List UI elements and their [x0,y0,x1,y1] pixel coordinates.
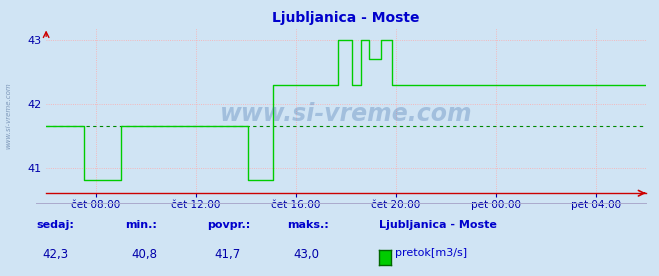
Title: Ljubljanica - Moste: Ljubljanica - Moste [272,11,420,25]
Text: sedaj:: sedaj: [36,220,74,230]
Text: min.:: min.: [125,220,157,230]
Text: 43,0: 43,0 [293,248,319,261]
Text: maks.:: maks.: [287,220,328,230]
Text: Ljubljanica - Moste: Ljubljanica - Moste [379,220,497,230]
Text: 40,8: 40,8 [132,248,158,261]
Text: 42,3: 42,3 [43,248,69,261]
Text: 41,7: 41,7 [214,248,241,261]
Text: pretok[m3/s]: pretok[m3/s] [395,248,467,258]
Text: povpr.:: povpr.: [208,220,251,230]
Text: www.si-vreme.com: www.si-vreme.com [219,102,473,126]
Text: www.si-vreme.com: www.si-vreme.com [5,83,11,149]
